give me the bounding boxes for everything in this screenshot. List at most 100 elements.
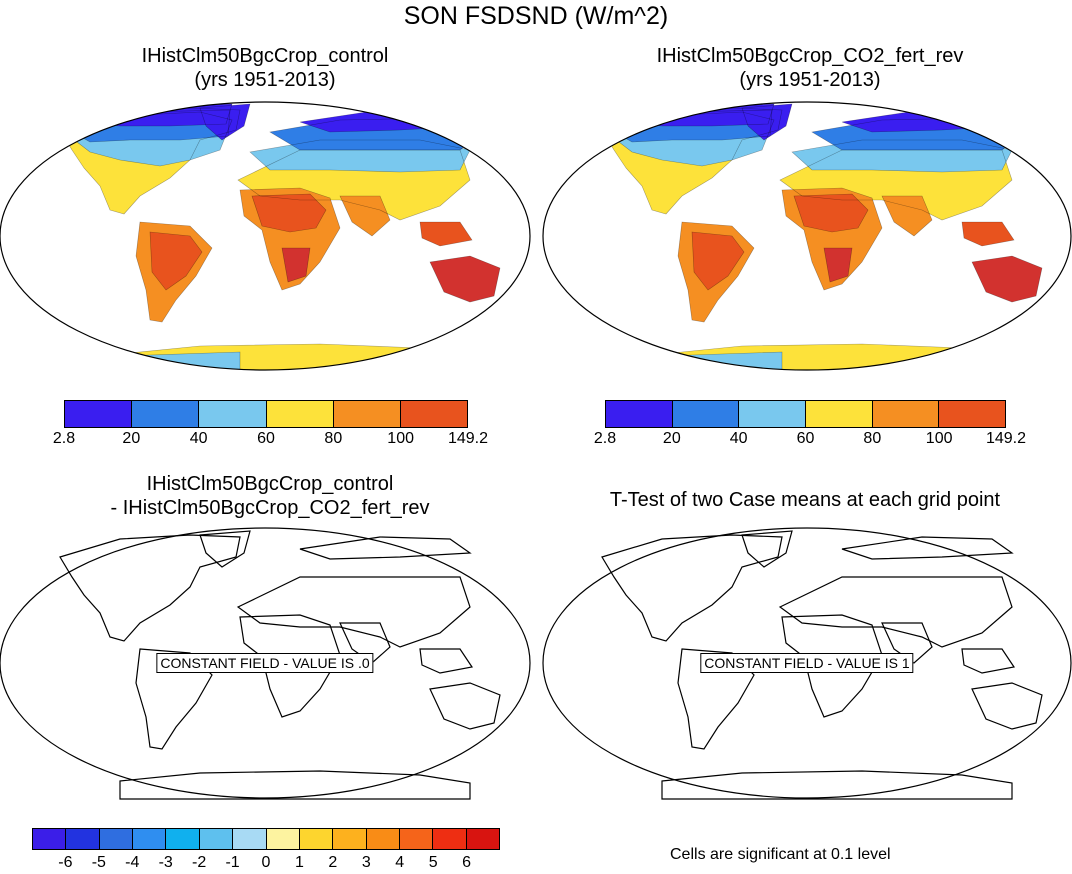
cb2-tick-label: 60 — [796, 430, 815, 447]
cb3-box-6 — [233, 829, 267, 849]
coastline — [605, 111, 775, 167]
coastline — [881, 622, 933, 664]
cb3-tick-label: 4 — [395, 854, 405, 871]
cb3-box-3 — [133, 829, 167, 849]
panel-3-title-line-2: - IHistClm50BgcCrop_CO2_fert_rev — [110, 497, 430, 519]
cb1-box-1 — [132, 401, 200, 427]
panel-3-title: IHistClm50BgcCrop_control - IHistClm50Bg… — [30, 472, 510, 520]
coastline — [778, 576, 1013, 648]
coastline — [429, 255, 501, 303]
coastline — [281, 247, 311, 283]
cb3-box-1 — [66, 829, 100, 849]
cb3-tick-label: 5 — [428, 854, 438, 871]
coastline — [239, 614, 341, 718]
land-region-fill — [340, 196, 390, 236]
coastline — [339, 195, 391, 237]
panel-1-title-line-1: IHistClm50BgcCrop_control — [141, 45, 389, 67]
coastline — [823, 247, 853, 283]
cb3-box-7 — [266, 829, 300, 849]
coastline — [135, 221, 213, 323]
coastline — [961, 648, 1016, 674]
cb1-tick-label: 40 — [189, 430, 208, 447]
coastline — [601, 107, 783, 215]
coastline — [961, 221, 1015, 247]
coastline — [971, 255, 1043, 303]
cb3-box-13 — [466, 829, 500, 849]
coastline — [741, 530, 793, 568]
cb2-tick-label: 2.8 — [593, 430, 617, 447]
panel-2-title-line-2: (yrs 1951-2013) — [739, 69, 881, 91]
land-region-fill — [962, 222, 1014, 246]
cb2-tick-label: 149.2 — [985, 430, 1027, 447]
cb3-tick-label: 2 — [328, 854, 338, 871]
cb2-tick-label: 20 — [662, 430, 681, 447]
cb1-tick-label: 80 — [324, 430, 343, 447]
cb3-box-8 — [299, 829, 334, 849]
coastline — [419, 648, 474, 674]
cb1-tick-label: 20 — [122, 430, 141, 447]
cb1-box-2 — [199, 401, 267, 427]
coastline — [63, 111, 233, 167]
land-region-fill — [282, 248, 310, 282]
map-4-border — [542, 527, 1072, 799]
land-region-fill — [794, 194, 868, 232]
land-region-fill — [420, 222, 472, 246]
cb1-tick-label: 100 — [387, 430, 415, 447]
coastline — [199, 530, 251, 568]
cb2-box-5 — [939, 401, 1006, 427]
coastline — [251, 193, 327, 233]
coastline — [249, 139, 471, 173]
panel-2-title: IHistClm50BgcCrop_CO2_fert_rev (yrs 1951… — [570, 44, 1050, 92]
panel-1-title-line-2: (yrs 1951-2013) — [194, 69, 336, 91]
cb2-box-3 — [806, 401, 873, 427]
cb1-tick-label: 149.2 — [447, 430, 489, 447]
cb3-box-0 — [33, 829, 67, 849]
coastline — [339, 622, 391, 664]
colorbar-panel-3 — [32, 828, 500, 850]
cb3-box-11 — [399, 829, 434, 849]
cb1-box-5 — [400, 401, 468, 427]
cb1-tick-label: 2.8 — [52, 430, 76, 447]
coastline — [149, 231, 203, 291]
coastline — [781, 187, 883, 291]
cb2-box-0 — [606, 401, 673, 427]
cb3-tick-label: -4 — [125, 854, 140, 871]
coastline — [793, 193, 869, 233]
colorbar-panel-1 — [64, 400, 468, 428]
cb3-box-12 — [433, 829, 467, 849]
cb3-box-2 — [99, 829, 134, 849]
cb1-tick-label: 60 — [257, 430, 275, 447]
coastline — [59, 107, 241, 215]
panel-4-title-line-1: T-Test of two Case means at each grid po… — [609, 489, 1001, 511]
cb2-tick-label: 40 — [729, 430, 748, 447]
cb3-box-10 — [366, 829, 400, 849]
coastline — [299, 536, 472, 560]
panel-3-title-line-1: IHistClm50BgcCrop_control — [146, 473, 394, 495]
map-1-border — [0, 101, 531, 371]
land-region-fill — [692, 232, 744, 290]
cb3-tick-label: -1 — [225, 854, 240, 871]
panel-2-title-line-1: IHistClm50BgcCrop_CO2_fert_rev — [656, 45, 964, 67]
coastline — [781, 614, 883, 718]
coastline — [971, 682, 1043, 730]
panel-4-title: T-Test of two Case means at each grid po… — [550, 488, 1060, 512]
coastline — [59, 534, 241, 642]
panel-1-title: IHistClm50BgcCrop_control (yrs 1951-2013… — [63, 44, 467, 92]
coastline — [691, 231, 745, 291]
land-region-fill — [430, 256, 500, 302]
coastline — [237, 149, 471, 221]
significance-note: Cells are significant at 0.1 level — [670, 846, 891, 863]
land-region-fill — [972, 256, 1042, 302]
coastline — [601, 534, 783, 642]
cb2-tick-label: 80 — [863, 430, 882, 447]
map-2-border — [542, 101, 1072, 371]
coastline — [236, 576, 471, 648]
cb2-box-1 — [672, 401, 740, 427]
land-region-fill — [200, 104, 250, 140]
coastline — [841, 536, 1014, 560]
cb3-tick-label: 0 — [261, 854, 271, 871]
cb1-box-3 — [266, 401, 334, 427]
cb3-box-4 — [166, 829, 200, 849]
